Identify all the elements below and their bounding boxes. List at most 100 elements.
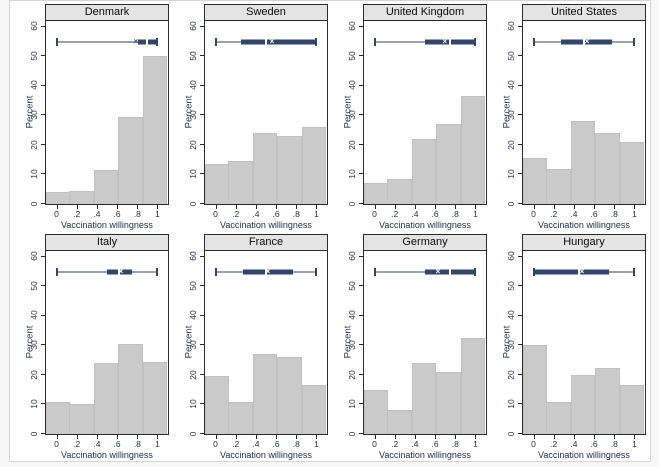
x-axis-title: Vaccination willingness bbox=[379, 220, 471, 230]
x-tick-label: .2 bbox=[550, 439, 558, 449]
histogram-bar bbox=[228, 401, 253, 434]
y-tick-label: 10 bbox=[188, 169, 198, 180]
x-tick-mark bbox=[475, 435, 477, 439]
y-tick-mark bbox=[200, 255, 204, 257]
y-tick-mark bbox=[41, 25, 45, 27]
x-tick-label: .8 bbox=[133, 209, 141, 219]
boxplot-mean-marker: × bbox=[118, 266, 124, 276]
y-tick-mark bbox=[518, 114, 522, 116]
x-tick-label: .6 bbox=[431, 209, 439, 219]
x-tick-mark bbox=[394, 435, 396, 439]
x-axis-united-states: 0 .2 .4 .6 .8 1 bbox=[522, 205, 646, 220]
x-tick-mark bbox=[215, 435, 217, 439]
boxplot-whisker-cap bbox=[56, 37, 59, 46]
x-tick-label: 1 bbox=[314, 209, 319, 219]
x-tick-label: .8 bbox=[610, 439, 618, 449]
y-tick-mark bbox=[41, 173, 45, 175]
y-tick-label: 50 bbox=[29, 280, 39, 291]
plot-area-hungary: × bbox=[518, 251, 646, 435]
y-tick-label: 60 bbox=[347, 21, 357, 31]
boxplot-whisker-cap bbox=[215, 37, 218, 46]
y-tick-mark bbox=[359, 84, 363, 86]
figure-frame: Percent 0 10 20 30 40 50 60 Denmark × 0.2.4.6.8 1 Va… bbox=[9, 0, 651, 462]
x-tick-label: .2 bbox=[550, 209, 558, 219]
y-tick-label: 20 bbox=[506, 369, 516, 380]
x-axis-title: Vaccination willingness bbox=[538, 220, 630, 230]
x-tick-mark bbox=[455, 205, 457, 209]
y-tick-label: 40 bbox=[188, 310, 198, 321]
x-tick-mark bbox=[634, 435, 636, 439]
x-tick-mark bbox=[276, 435, 278, 439]
y-tick-label: 20 bbox=[29, 369, 39, 380]
x-axis-hungary: 0 .2 .4 .6 .8 1 bbox=[522, 435, 646, 450]
y-tick-label: 30 bbox=[188, 340, 198, 350]
histogram-bar bbox=[118, 343, 143, 434]
boxplot-mean-marker: × bbox=[442, 36, 448, 46]
y-tick-label: 30 bbox=[29, 340, 39, 350]
x-tick-label: 0 bbox=[531, 439, 536, 449]
y-tick-mark bbox=[518, 203, 522, 204]
x-tick-mark bbox=[374, 435, 376, 439]
histogram-bar bbox=[411, 363, 437, 434]
y-tick-mark bbox=[41, 203, 45, 204]
x-tick-label: .2 bbox=[232, 209, 240, 219]
y-tick-mark bbox=[359, 25, 363, 27]
plot-area-sweden: × bbox=[200, 21, 328, 205]
x-tick-mark bbox=[76, 205, 78, 209]
y-tick-mark bbox=[518, 84, 522, 86]
x-tick-mark bbox=[614, 435, 616, 439]
y-tick-mark bbox=[518, 285, 522, 287]
panel-sweden: Percent 0 10 20 30 40 50 60 Sweden × 0.2.4.6.8 1 Vac… bbox=[171, 4, 330, 234]
x-tick-mark bbox=[296, 205, 298, 209]
boxplot-mean-marker: × bbox=[269, 36, 275, 46]
histogram-bar bbox=[411, 139, 437, 204]
histogram-bar bbox=[46, 401, 71, 434]
y-tick-mark bbox=[518, 344, 522, 346]
x-tick-mark bbox=[276, 205, 278, 209]
x-tick-mark bbox=[316, 435, 318, 439]
x-tick-label: .4 bbox=[93, 209, 101, 219]
y-tick-mark bbox=[518, 173, 522, 175]
boxplot-whisker-cap bbox=[632, 37, 635, 46]
y-tick-mark bbox=[41, 84, 45, 86]
panel-italy: Percent 0 10 20 30 40 50 60 Italy × 0.2.4.6.8 1 Vacc… bbox=[12, 234, 171, 464]
y-tick-mark bbox=[359, 55, 363, 57]
y-tick-mark bbox=[41, 143, 45, 145]
histogram-bar bbox=[364, 389, 389, 434]
panel-denmark: Percent 0 10 20 30 40 50 60 Denmark × 0.2.4.6.8 1 Va… bbox=[12, 4, 171, 234]
x-tick-label: .4 bbox=[93, 439, 101, 449]
y-tick-mark bbox=[518, 403, 522, 405]
boxplot-whisker-cap bbox=[533, 37, 536, 46]
panel-title: Denmark bbox=[45, 4, 169, 21]
x-tick-label: 0 bbox=[54, 209, 59, 219]
x-tick-label: .4 bbox=[411, 439, 419, 449]
x-tick-mark bbox=[296, 435, 298, 439]
x-tick-label: .6 bbox=[272, 209, 280, 219]
histogram-bar bbox=[364, 183, 389, 204]
histogram-bar bbox=[387, 410, 412, 434]
boxplot-mean-marker: × bbox=[435, 266, 441, 276]
x-tick-mark bbox=[137, 435, 139, 439]
y-tick-label: 0 bbox=[347, 431, 357, 437]
x-tick-mark bbox=[594, 205, 596, 209]
y-tick-label: 20 bbox=[29, 139, 39, 150]
boxplot-box bbox=[241, 39, 316, 45]
y-tick-label: 10 bbox=[506, 399, 516, 410]
x-tick-mark bbox=[96, 435, 98, 439]
x-tick-label: .8 bbox=[610, 209, 618, 219]
y-tick-label: 50 bbox=[506, 280, 516, 291]
panel-grid: Percent 0 10 20 30 40 50 60 Denmark × 0.2.4.6.8 1 Va… bbox=[12, 4, 648, 464]
boxplot-median bbox=[265, 39, 267, 45]
panel-title: United States bbox=[522, 4, 646, 21]
boxplot-whisker-cap bbox=[473, 37, 476, 46]
y-tick-mark bbox=[518, 373, 522, 375]
y-tick-mark bbox=[41, 114, 45, 116]
x-tick-label: .2 bbox=[232, 439, 240, 449]
boxplot-mean-marker: × bbox=[133, 36, 139, 46]
plot-area-united-kingdom: × bbox=[359, 21, 487, 205]
panel-main-germany: Germany × 0 .2 .4 .6 .8 1 Vaccination willingnes… bbox=[359, 234, 487, 460]
y-tick-label: 60 bbox=[506, 251, 516, 261]
y-tick-label: 10 bbox=[29, 169, 39, 180]
y-tick-mark bbox=[359, 403, 363, 405]
panel-united-states: Percent 0 10 20 30 40 50 60 United States × 0.2.4.… bbox=[489, 4, 648, 234]
